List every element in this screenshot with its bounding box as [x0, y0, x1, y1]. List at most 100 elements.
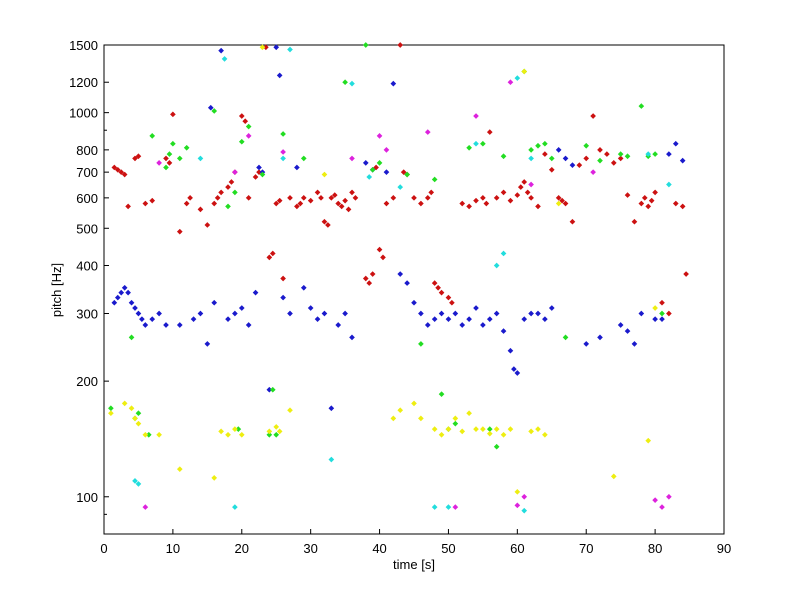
data-point-blue [139, 316, 145, 322]
data-point-blue [294, 164, 300, 171]
x-tick-label: 60 [510, 541, 524, 556]
y-tick-label: 1500 [69, 38, 98, 53]
data-point-yellow [473, 426, 479, 432]
data-point-red [111, 164, 118, 171]
data-point-red [142, 200, 149, 207]
data-point-blue [238, 305, 245, 311]
data-point-cyan [132, 478, 138, 484]
data-point-yellow [232, 426, 238, 432]
data-point-blue [135, 310, 142, 317]
data-point-blue [624, 328, 631, 334]
data-point-red [528, 195, 534, 201]
data-point-red [170, 111, 176, 118]
data-point-red [480, 195, 486, 201]
data-point-red [652, 189, 658, 196]
data-point-green [431, 176, 438, 183]
data-point-red [176, 228, 183, 235]
data-point-green [652, 151, 658, 157]
data-point-green [548, 155, 555, 162]
data-point-red [590, 113, 596, 119]
data-point-green [542, 140, 548, 147]
x-tick-label: 0 [100, 541, 107, 556]
y-tick-label: 100 [76, 490, 98, 505]
data-point-yellow [507, 426, 514, 432]
data-point-blue [542, 316, 548, 322]
data-point-magenta [280, 149, 286, 155]
data-point-red [187, 195, 193, 201]
data-point-green [211, 108, 218, 114]
data-point-blue [418, 310, 424, 317]
data-point-yellow [645, 437, 652, 444]
data-point-blue [562, 155, 569, 162]
data-point-blue [404, 280, 410, 286]
data-point-green [342, 79, 348, 86]
data-point-red [287, 195, 293, 201]
data-point-blue [128, 299, 135, 306]
data-point-red [252, 174, 259, 180]
data-point-yellow [135, 420, 142, 427]
data-point-red [218, 189, 224, 196]
plot-area-frame [103, 44, 725, 535]
data-point-yellow [452, 415, 459, 422]
data-point-red [483, 200, 490, 207]
data-point-yellow [128, 405, 135, 412]
data-point-yellow [142, 431, 149, 438]
data-point-blue [300, 284, 307, 291]
data-point-blue [328, 405, 335, 412]
data-point-blue [156, 310, 162, 317]
data-point-red [641, 195, 648, 201]
data-point-red [297, 200, 304, 207]
data-point-green [362, 42, 369, 48]
data-point-green [624, 153, 631, 160]
data-point-yellow [273, 424, 280, 430]
y-tick-label: 200 [76, 374, 98, 389]
data-point-red [435, 284, 441, 291]
data-point-red [466, 203, 472, 210]
data-point-red [555, 195, 562, 201]
x-tick-label: 30 [303, 541, 317, 556]
y-tick-label: 1200 [69, 75, 98, 90]
data-point-magenta [245, 133, 252, 139]
data-point-yellow [397, 407, 404, 414]
x-tick-label: 80 [648, 541, 662, 556]
data-point-blue [132, 305, 138, 311]
data-point-red [645, 203, 652, 210]
y-axis-label: pitch [Hz] [49, 263, 64, 317]
data-point-yellow [431, 426, 438, 432]
data-point-yellow [211, 475, 218, 481]
data-point-red [345, 206, 352, 213]
data-points [108, 42, 689, 514]
data-point-magenta [383, 147, 390, 153]
data-point-cyan [473, 140, 479, 147]
data-point-red [328, 195, 335, 201]
data-point-blue [672, 140, 679, 147]
data-point-green [300, 155, 307, 162]
data-point-blue [142, 322, 149, 328]
data-point-red [679, 203, 686, 210]
data-point-green [166, 151, 173, 157]
data-point-yellow [287, 407, 293, 414]
data-point-yellow [411, 400, 417, 407]
data-point-red [535, 203, 541, 210]
data-point-green [163, 164, 169, 171]
data-point-blue [176, 322, 183, 328]
data-point-green [528, 147, 534, 153]
data-point-green [238, 138, 245, 145]
data-point-red [604, 151, 610, 157]
data-point-green [245, 123, 252, 130]
data-point-yellow [610, 473, 617, 480]
data-point-magenta [507, 79, 514, 86]
data-point-yellow [132, 415, 138, 422]
data-point-green [500, 153, 507, 160]
data-point-red [276, 197, 283, 204]
data-point-blue [583, 341, 590, 347]
data-point-red [307, 197, 314, 204]
data-point-green [259, 171, 266, 178]
data-point-blue [631, 341, 638, 347]
data-point-blue [617, 322, 624, 328]
data-point-red [473, 197, 479, 204]
data-point-red [225, 184, 231, 190]
data-point-magenta [652, 497, 658, 503]
data-point-red [569, 218, 576, 225]
data-point-blue [232, 310, 238, 317]
